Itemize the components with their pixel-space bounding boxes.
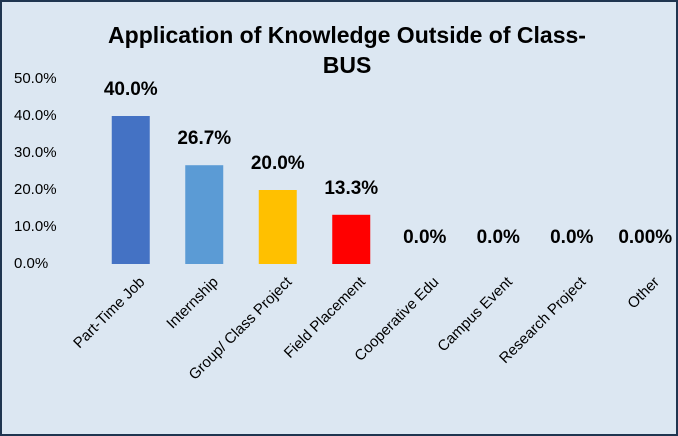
- value-label: 40.0%: [104, 79, 158, 100]
- y-tick-label: 10.0%: [14, 218, 57, 235]
- y-tick-label: 50.0%: [14, 70, 57, 87]
- x-tick-label: Other: [624, 274, 663, 313]
- bar: [258, 190, 297, 264]
- value-label: 0.0%: [550, 227, 593, 248]
- bar: [185, 165, 224, 264]
- x-tick-label: Part-Time Job: [70, 274, 148, 352]
- value-label: 0.0%: [403, 227, 446, 248]
- y-tick-label: 40.0%: [14, 107, 57, 124]
- value-label: 20.0%: [251, 153, 305, 174]
- y-tick-label: 30.0%: [14, 144, 57, 161]
- bar: [111, 116, 150, 264]
- bar: [332, 214, 371, 264]
- y-tick-label: 20.0%: [14, 181, 57, 198]
- value-label: 13.3%: [324, 178, 378, 199]
- x-tick-label: Internship: [163, 274, 222, 333]
- chart-title: Application of Knowledge Outside of Clas…: [108, 22, 586, 78]
- value-label: 0.00%: [618, 227, 672, 248]
- value-label: 26.7%: [177, 128, 231, 149]
- value-label: 0.0%: [477, 227, 520, 248]
- x-tick-label: Campus Event: [434, 273, 516, 355]
- y-tick-label: 0.0%: [14, 255, 48, 272]
